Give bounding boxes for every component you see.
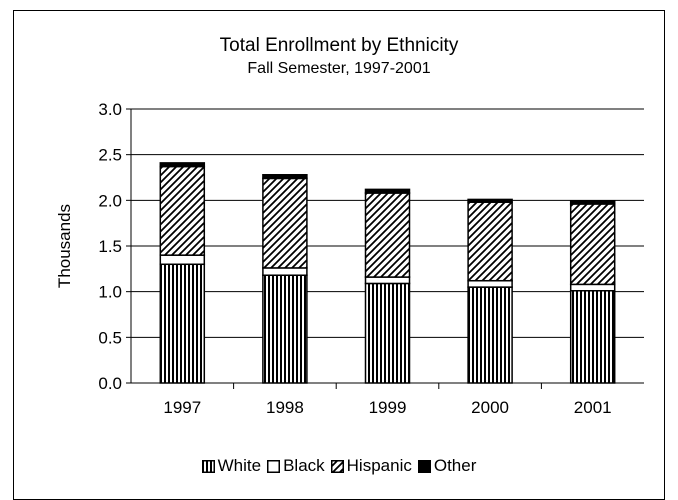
bar-hispanic-1999 bbox=[364, 192, 411, 278]
legend-swatch bbox=[417, 459, 431, 473]
y-tick-label: 1.0 bbox=[98, 283, 122, 302]
bar-white-2000 bbox=[467, 286, 513, 384]
bar-white-2001 bbox=[569, 290, 616, 384]
chart-title: Total Enrollment by Ethnicity bbox=[219, 35, 459, 56]
legend-swatch bbox=[201, 459, 215, 473]
legend-item-other: Other bbox=[417, 456, 477, 476]
legend-label: Other bbox=[433, 456, 477, 475]
chart-legend: White Black Hispanic Other bbox=[0, 456, 678, 476]
y-tick-label: 1.5 bbox=[98, 237, 122, 256]
y-tick-label: 0.5 bbox=[98, 328, 122, 347]
bar-other-1998 bbox=[262, 174, 308, 180]
bar-hispanic-1998 bbox=[262, 177, 308, 269]
legend-swatch bbox=[267, 459, 281, 473]
bar-other-2000 bbox=[467, 198, 513, 203]
y-tick-label: 2.0 bbox=[98, 191, 122, 210]
x-tick-label: 2000 bbox=[471, 398, 509, 417]
legend-item-black: Black bbox=[267, 456, 325, 476]
bar-black-1997 bbox=[159, 254, 206, 266]
bar-white-1998 bbox=[262, 274, 308, 384]
chart-subtitle: Fall Semester, 1997-2001 bbox=[247, 60, 431, 77]
legend-label: Black bbox=[283, 456, 325, 475]
bar-hispanic-1997 bbox=[159, 165, 206, 256]
y-tick-label: 3.0 bbox=[98, 100, 122, 119]
x-tick-label: 2001 bbox=[574, 398, 612, 417]
bar-black-1998 bbox=[262, 267, 308, 276]
bar-black-1999 bbox=[364, 276, 411, 285]
bar-white-1999 bbox=[364, 282, 411, 384]
x-tick-label: 1998 bbox=[266, 398, 304, 417]
bar-other-1997 bbox=[159, 162, 206, 168]
legend-label: Hispanic bbox=[346, 456, 412, 475]
bar-black-2000 bbox=[467, 279, 513, 288]
y-axis-label: Thousands bbox=[55, 204, 74, 288]
x-tick-label: 1997 bbox=[163, 398, 201, 417]
bar-hispanic-2001 bbox=[569, 203, 616, 286]
legend-item-hispanic: Hispanic bbox=[330, 456, 412, 476]
legend-item-white: White bbox=[201, 456, 262, 476]
legend-label: White bbox=[217, 456, 262, 475]
x-tick-label: 1999 bbox=[369, 398, 407, 417]
bar-hispanic-2000 bbox=[467, 201, 513, 282]
legend-swatch bbox=[330, 459, 344, 473]
bar-white-1997 bbox=[159, 263, 206, 384]
bar-other-1999 bbox=[364, 188, 411, 194]
bar-other-2001 bbox=[569, 200, 616, 205]
y-tick-label: 2.5 bbox=[98, 146, 122, 165]
y-tick-label: 0.0 bbox=[98, 374, 122, 393]
bar-black-2001 bbox=[569, 283, 616, 292]
